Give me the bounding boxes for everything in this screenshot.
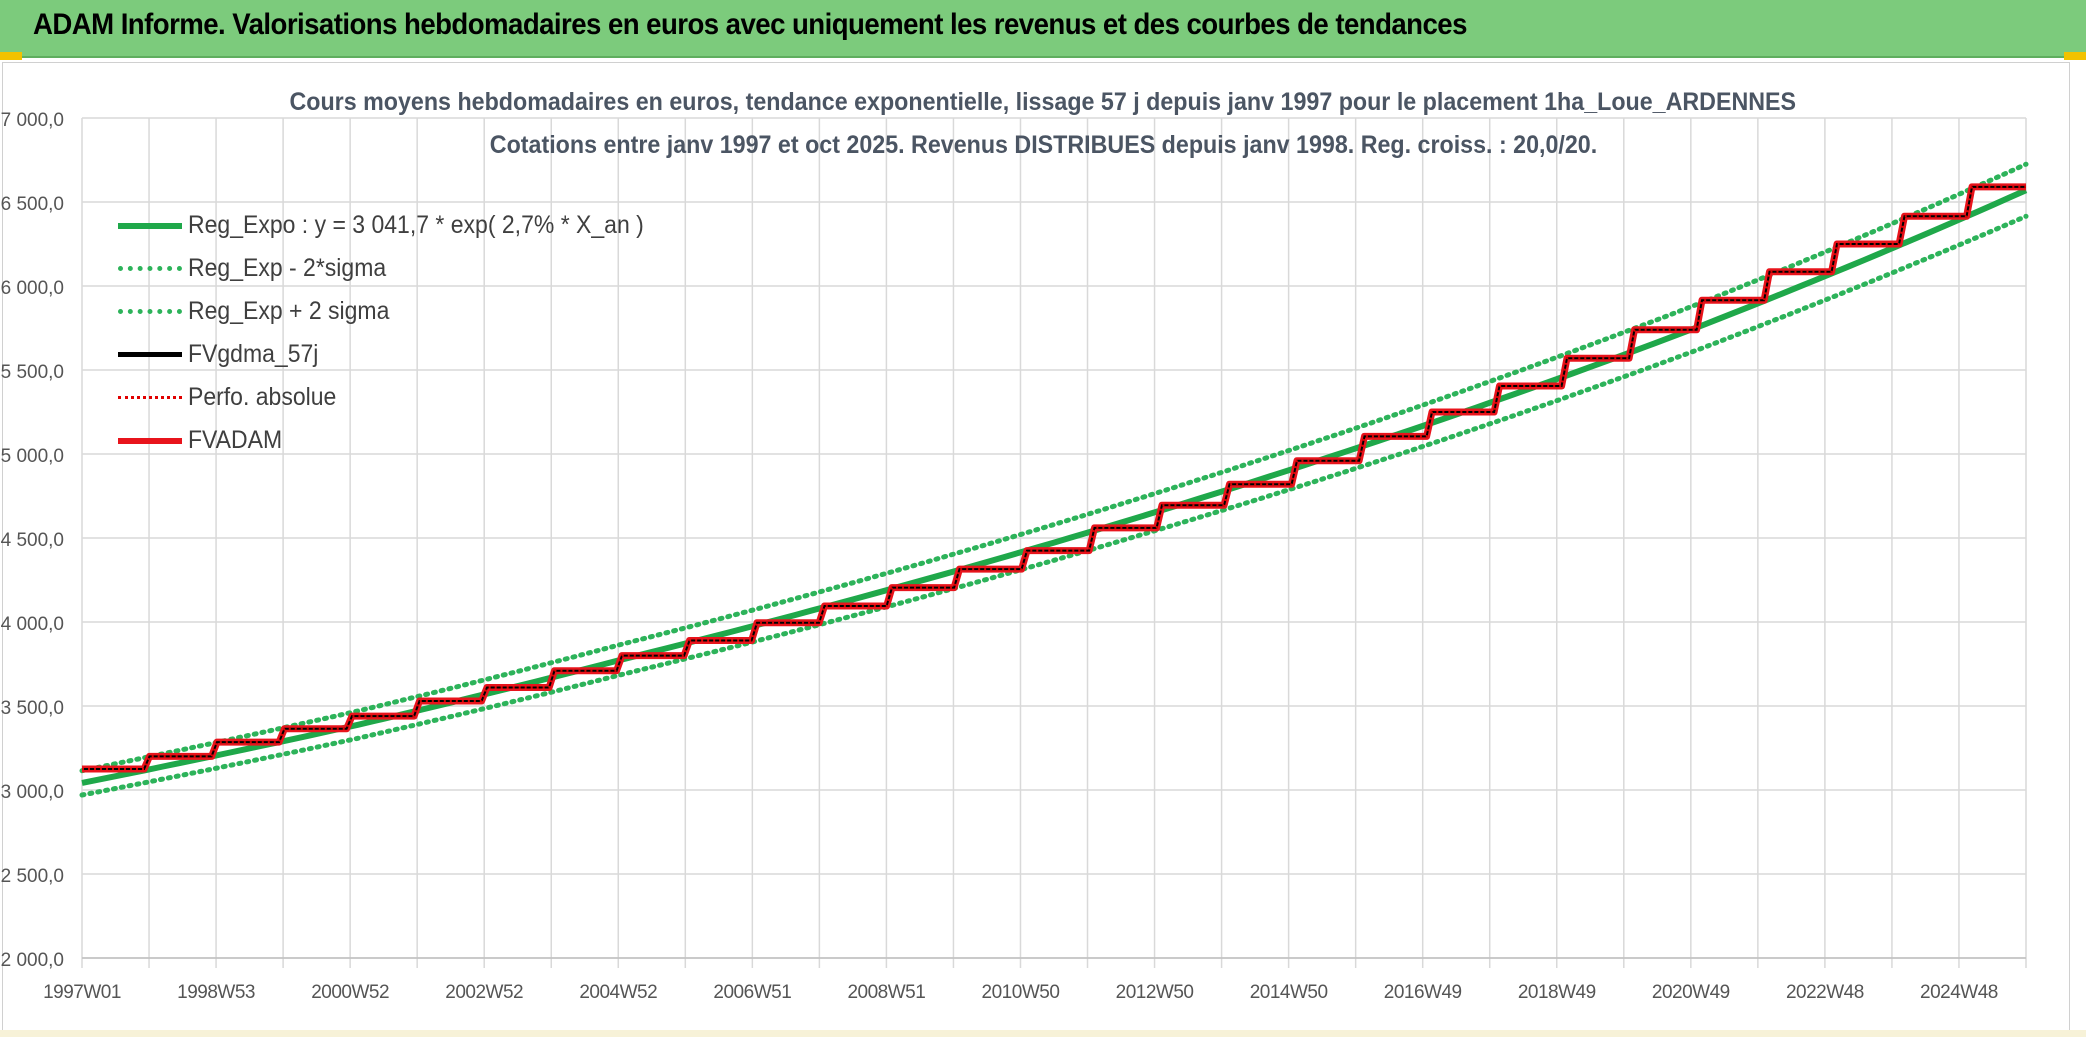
x-tick-label: 2014W50 (1250, 982, 1328, 1003)
legend-item: Reg_Exp - 2*sigma (118, 247, 683, 290)
legend-label: FVgdma_57j (188, 340, 319, 368)
legend-label: Reg_Expo : y = 3 041,7 * exp( 2,7% * X_a… (188, 211, 644, 239)
x-tick-label: 2012W50 (1116, 982, 1194, 1003)
x-tick-label: 2008W51 (847, 982, 925, 1003)
legend-label: FVADAM (188, 426, 283, 454)
y-tick-label: 3 500,0 (1, 698, 64, 719)
x-tick-label: 2024W48 (1920, 982, 1998, 1003)
chart-title: Cours moyens hebdomadaires en euros, ten… (289, 88, 1797, 116)
y-tick-label: 6 500,0 (1, 194, 64, 215)
x-tick-label: 2016W49 (1384, 982, 1462, 1003)
legend-swatch (118, 396, 182, 399)
x-tick-label: 2004W52 (579, 982, 657, 1003)
legend-item: FVgdma_57j (118, 333, 683, 376)
y-tick-label: 5 000,0 (1, 446, 64, 467)
bottom-border (0, 1030, 2086, 1037)
x-tick-label: 2006W51 (713, 982, 791, 1003)
y-tick-label: 3 000,0 (1, 782, 64, 803)
legend-item: Perfo. absolue (118, 376, 683, 419)
legend-item: Reg_Expo : y = 3 041,7 * exp( 2,7% * X_a… (118, 204, 683, 247)
legend-item: Reg_Exp + 2 sigma (118, 290, 683, 333)
x-tick-label: 2010W50 (982, 982, 1060, 1003)
report-title: ADAM Informe. Valorisations hebdomadaire… (33, 8, 1467, 41)
x-tick-label: 1997W01 (43, 982, 121, 1003)
x-tick-label: 2018W49 (1518, 982, 1596, 1003)
report-header: ADAM Informe. Valorisations hebdomadaire… (0, 0, 2086, 58)
legend-swatch (118, 437, 182, 444)
legend-swatch (118, 352, 182, 357)
x-tick-label: 2020W49 (1652, 982, 1730, 1003)
series-perfo-absolue (82, 185, 2026, 770)
corner-marker-right (2064, 52, 2086, 60)
x-tick-label: 2022W48 (1786, 982, 1864, 1003)
legend-swatch (118, 222, 182, 229)
legend-label: Perfo. absolue (188, 383, 337, 411)
corner-marker-left (0, 52, 22, 60)
y-tick-label: 2 500,0 (1, 866, 64, 887)
chart-legend: Reg_Expo : y = 3 041,7 * exp( 2,7% * X_a… (118, 204, 683, 462)
y-tick-label: 4 500,0 (1, 530, 64, 551)
x-tick-label: 2002W52 (445, 982, 523, 1003)
legend-swatch (118, 309, 182, 314)
y-tick-label: 7 000,0 (1, 110, 64, 131)
legend-label: Reg_Exp - 2*sigma (188, 254, 387, 282)
series-reg-minus-2sigma (79, 213, 2029, 798)
legend-item: FVADAM (118, 419, 683, 462)
y-tick-label: 6 000,0 (1, 278, 64, 299)
legend-swatch (118, 266, 182, 271)
x-tick-label: 1998W53 (177, 982, 255, 1003)
x-tick-label: 2000W52 (311, 982, 389, 1003)
y-tick-label: 2 000,0 (1, 950, 64, 971)
legend-label: Reg_Exp + 2 sigma (188, 297, 390, 325)
chart-subtitle: Cotations entre janv 1997 et oct 2025. R… (489, 131, 1598, 159)
y-tick-label: 5 500,0 (1, 362, 64, 383)
y-tick-label: 4 000,0 (1, 614, 64, 635)
